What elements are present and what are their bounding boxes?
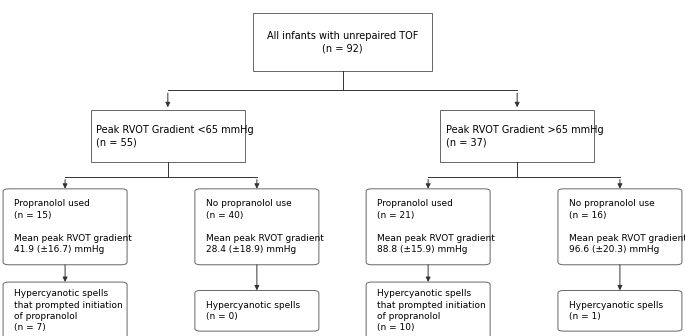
Text: Hypercyanotic spells
that prompted initiation
of propranolol
(n = 10): Hypercyanotic spells that prompted initi… xyxy=(377,289,486,333)
FancyBboxPatch shape xyxy=(195,189,319,265)
Text: Peak RVOT Gradient >65 mmHg
(n = 37): Peak RVOT Gradient >65 mmHg (n = 37) xyxy=(445,125,603,148)
Text: Hypercyanotic spells
(n = 0): Hypercyanotic spells (n = 0) xyxy=(206,301,300,321)
Text: No propranolol use
(n = 40)

Mean peak RVOT gradient
28.4 (±18.9) mmHg: No propranolol use (n = 40) Mean peak RV… xyxy=(206,199,324,254)
FancyBboxPatch shape xyxy=(3,282,127,336)
Text: No propranolol use
(n = 16)

Mean peak RVOT gradient
96.6 (±20.3) mmHg: No propranolol use (n = 16) Mean peak RV… xyxy=(569,199,685,254)
Text: Propranolol used
(n = 21)

Mean peak RVOT gradient
88.8 (±15.9) mmHg: Propranolol used (n = 21) Mean peak RVOT… xyxy=(377,199,495,254)
Text: Hypercyanotic spells
(n = 1): Hypercyanotic spells (n = 1) xyxy=(569,301,663,321)
FancyBboxPatch shape xyxy=(253,13,432,71)
Text: All infants with unrepaired TOF
(n = 92): All infants with unrepaired TOF (n = 92) xyxy=(267,31,418,53)
Text: Peak RVOT Gradient <65 mmHg
(n = 55): Peak RVOT Gradient <65 mmHg (n = 55) xyxy=(96,125,254,148)
FancyBboxPatch shape xyxy=(366,189,490,265)
FancyBboxPatch shape xyxy=(558,290,682,331)
FancyBboxPatch shape xyxy=(558,189,682,265)
FancyBboxPatch shape xyxy=(195,290,319,331)
Text: Hypercyanotic spells
that prompted initiation
of propranolol
(n = 7): Hypercyanotic spells that prompted initi… xyxy=(14,289,123,333)
FancyBboxPatch shape xyxy=(366,282,490,336)
FancyBboxPatch shape xyxy=(440,110,594,162)
FancyBboxPatch shape xyxy=(90,110,245,162)
FancyBboxPatch shape xyxy=(3,189,127,265)
Text: Propranolol used
(n = 15)

Mean peak RVOT gradient
41.9 (±16.7) mmHg: Propranolol used (n = 15) Mean peak RVOT… xyxy=(14,199,132,254)
